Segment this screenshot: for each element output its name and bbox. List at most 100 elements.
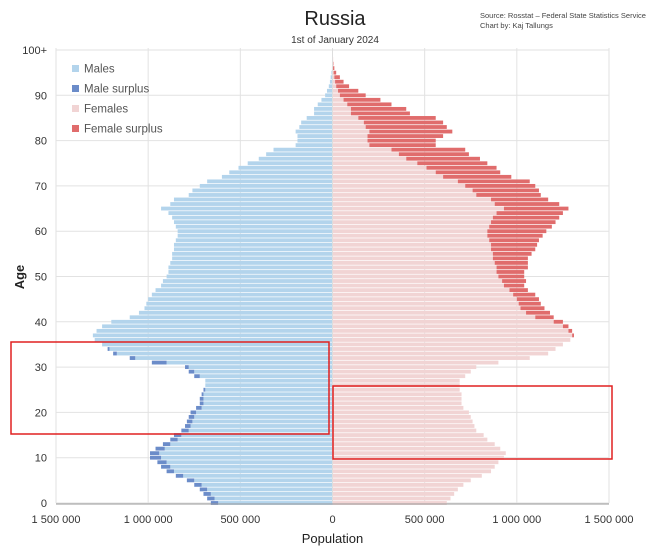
male-surplus-bar	[129, 356, 136, 360]
female-bar	[332, 301, 519, 306]
female-surplus-bar	[487, 233, 543, 238]
female-bar	[332, 170, 436, 175]
y-tick-label: 60	[35, 226, 47, 238]
female-surplus-bar	[336, 84, 350, 89]
male-bar	[297, 138, 333, 143]
legend-label: Male surplus	[84, 84, 149, 96]
male-surplus-bar	[199, 401, 204, 406]
female-surplus-bar	[339, 93, 366, 98]
female-bar	[332, 183, 466, 188]
female-bar	[332, 315, 536, 320]
annotation-box-males	[10, 341, 330, 435]
female-surplus-bar	[426, 165, 497, 170]
female-surplus-bar	[367, 138, 436, 143]
female-bar	[332, 129, 370, 134]
y-tick-label: 30	[35, 362, 47, 374]
female-bar	[332, 242, 492, 247]
male-bar	[138, 310, 333, 315]
female-surplus-bar	[492, 251, 532, 256]
female-surplus-bar	[489, 224, 552, 229]
female-bar	[332, 251, 493, 256]
female-surplus-bar	[343, 97, 381, 102]
female-surplus-bar	[518, 301, 541, 306]
male-surplus-bar	[188, 415, 195, 419]
female-bar	[332, 383, 460, 388]
female-bar	[332, 410, 469, 415]
female-bar	[332, 161, 418, 166]
y-tick-label: 100+	[22, 45, 47, 57]
male-bar	[172, 251, 333, 256]
female-surplus-bar	[338, 88, 359, 93]
female-bar	[332, 215, 493, 220]
female-surplus-bar	[334, 75, 340, 80]
male-surplus-bar	[210, 501, 219, 505]
male-bar	[328, 84, 333, 89]
male-bar	[170, 202, 333, 206]
y-tick-label: 70	[35, 181, 47, 193]
male-bar	[326, 88, 333, 93]
female-bar	[332, 478, 471, 483]
female-bar	[332, 378, 460, 383]
male-surplus-bar	[185, 365, 189, 370]
y-tick-label: 40	[35, 317, 47, 329]
chart-subtitle: 1st of January 2024	[291, 35, 379, 46]
female-surplus-bar	[491, 197, 549, 202]
male-bar	[301, 120, 333, 125]
male-bar	[168, 265, 333, 270]
male-bar	[192, 419, 333, 424]
male-bar	[295, 129, 333, 134]
female-bar	[332, 233, 488, 238]
male-bar	[194, 415, 333, 419]
female-surplus-bar	[496, 270, 525, 274]
female-surplus-bar	[494, 260, 528, 265]
male-bar	[314, 111, 333, 116]
male-bar	[229, 170, 333, 175]
legend-label: Males	[84, 64, 115, 76]
male-bar	[151, 292, 333, 297]
female-surplus-bar	[572, 333, 574, 338]
female-surplus-bar	[406, 156, 480, 161]
male-bar	[102, 342, 333, 347]
male-surplus-bar	[199, 487, 208, 492]
male-bar	[168, 270, 333, 274]
y-tick-label: 10	[35, 453, 47, 465]
female-bar	[332, 206, 504, 211]
female-surplus-bar	[350, 111, 410, 116]
male-bar	[166, 360, 333, 365]
male-surplus-bar	[185, 424, 191, 428]
male-bar	[161, 283, 333, 288]
female-surplus-bar	[535, 315, 554, 320]
female-bar	[332, 75, 335, 80]
female-bar	[332, 283, 504, 288]
male-surplus-bar	[170, 437, 178, 442]
female-bar	[332, 288, 510, 293]
female-bar	[332, 138, 368, 143]
female-bar	[332, 455, 504, 460]
female-bar	[332, 437, 488, 442]
female-surplus-bar	[502, 279, 527, 283]
female-surplus-bar	[391, 147, 466, 152]
male-bar	[330, 75, 333, 80]
female-bar	[332, 424, 475, 428]
male-bar	[166, 274, 333, 279]
male-bar	[102, 324, 333, 329]
legend-swatch	[72, 125, 79, 132]
female-bar	[332, 97, 344, 102]
male-bar	[173, 469, 333, 474]
male-bar	[273, 147, 333, 152]
legend-swatch	[72, 65, 79, 72]
female-bar	[332, 347, 556, 351]
male-bar	[177, 229, 333, 234]
axes-group: 1 500 000 1 000 000 500 000 0 500 000 1 000 0…	[12, 45, 633, 546]
female-bar	[332, 220, 492, 225]
male-bar	[258, 156, 333, 161]
credit-text: Chart by: Kaj Tallungs	[480, 21, 553, 30]
male-bar	[210, 492, 333, 496]
female-surplus-bar	[491, 247, 536, 252]
female-bar	[332, 342, 563, 347]
male-bar	[172, 256, 333, 261]
male-surplus-bar	[175, 473, 184, 478]
female-surplus-bar	[516, 297, 539, 302]
female-bar	[332, 333, 573, 338]
